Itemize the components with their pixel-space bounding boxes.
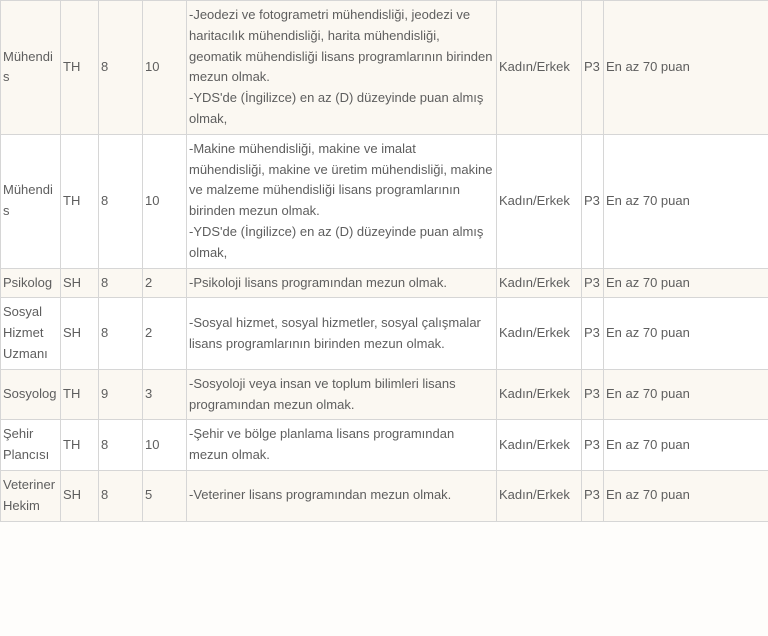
cell-gender: Kadın/Erkek <box>497 268 582 298</box>
cell-p: P3 <box>582 268 604 298</box>
cell-desc: -Sosyal hizmet, sosyal hizmetler, sosyal… <box>187 298 497 369</box>
cell-c3: 8 <box>99 1 143 135</box>
cell-c4: 10 <box>143 134 187 268</box>
cell-title: Sosyolog <box>1 369 61 420</box>
cell-title: Şehir Plancısı <box>1 420 61 471</box>
cell-gender: Kadın/Erkek <box>497 420 582 471</box>
cell-score: En az 70 puan <box>604 420 768 471</box>
cell-p: P3 <box>582 420 604 471</box>
cell-c4: 5 <box>143 470 187 521</box>
cell-score: En az 70 puan <box>604 268 768 298</box>
table-row: MühendisTH810-Makine mühendisliği, makin… <box>1 134 768 268</box>
cell-code: TH <box>61 1 99 135</box>
cell-desc: -Veteriner lisans programından mezun olm… <box>187 470 497 521</box>
cell-code: SH <box>61 298 99 369</box>
cell-c3: 8 <box>99 268 143 298</box>
cell-score: En az 70 puan <box>604 298 768 369</box>
cell-c3: 9 <box>99 369 143 420</box>
cell-code: TH <box>61 420 99 471</box>
cell-c4: 2 <box>143 268 187 298</box>
table-row: Veteriner HekimSH85-Veteriner lisans pro… <box>1 470 768 521</box>
table-row: Şehir PlancısıTH810-Şehir ve bölge planl… <box>1 420 768 471</box>
cell-gender: Kadın/Erkek <box>497 369 582 420</box>
cell-score: En az 70 puan <box>604 470 768 521</box>
cell-score: En az 70 puan <box>604 134 768 268</box>
cell-desc: -Psikoloji lisans programından mezun olm… <box>187 268 497 298</box>
cell-c4: 3 <box>143 369 187 420</box>
cell-score: En az 70 puan <box>604 1 768 135</box>
cell-c3: 8 <box>99 470 143 521</box>
cell-desc: -Şehir ve bölge planlama lisans programı… <box>187 420 497 471</box>
table-row: SosyologTH93-Sosyoloji veya insan ve top… <box>1 369 768 420</box>
cell-code: SH <box>61 470 99 521</box>
positions-table: MühendisTH810-Jeodezi ve fotogrametri mü… <box>0 0 768 522</box>
cell-title: Veteriner Hekim <box>1 470 61 521</box>
table-row: Sosyal Hizmet UzmanıSH82-Sosyal hizmet, … <box>1 298 768 369</box>
cell-c3: 8 <box>99 134 143 268</box>
cell-desc: -Sosyoloji veya insan ve toplum bilimler… <box>187 369 497 420</box>
cell-c3: 8 <box>99 298 143 369</box>
cell-desc: -Jeodezi ve fotogrametri mühendisliği, j… <box>187 1 497 135</box>
cell-c3: 8 <box>99 420 143 471</box>
cell-p: P3 <box>582 369 604 420</box>
cell-title: Sosyal Hizmet Uzmanı <box>1 298 61 369</box>
cell-desc: -Makine mühendisliği, makine ve imalat m… <box>187 134 497 268</box>
cell-code: SH <box>61 268 99 298</box>
cell-gender: Kadın/Erkek <box>497 470 582 521</box>
cell-title: Psikolog <box>1 268 61 298</box>
cell-gender: Kadın/Erkek <box>497 298 582 369</box>
table-row: MühendisTH810-Jeodezi ve fotogrametri mü… <box>1 1 768 135</box>
cell-code: TH <box>61 134 99 268</box>
cell-p: P3 <box>582 298 604 369</box>
cell-gender: Kadın/Erkek <box>497 1 582 135</box>
cell-p: P3 <box>582 134 604 268</box>
cell-p: P3 <box>582 470 604 521</box>
cell-c4: 10 <box>143 1 187 135</box>
cell-score: En az 70 puan <box>604 369 768 420</box>
table-row: PsikologSH82-Psikoloji lisans programınd… <box>1 268 768 298</box>
cell-title: Mühendis <box>1 1 61 135</box>
cell-p: P3 <box>582 1 604 135</box>
table-body: MühendisTH810-Jeodezi ve fotogrametri mü… <box>1 1 768 522</box>
cell-c4: 10 <box>143 420 187 471</box>
cell-code: TH <box>61 369 99 420</box>
cell-c4: 2 <box>143 298 187 369</box>
cell-title: Mühendis <box>1 134 61 268</box>
cell-gender: Kadın/Erkek <box>497 134 582 268</box>
